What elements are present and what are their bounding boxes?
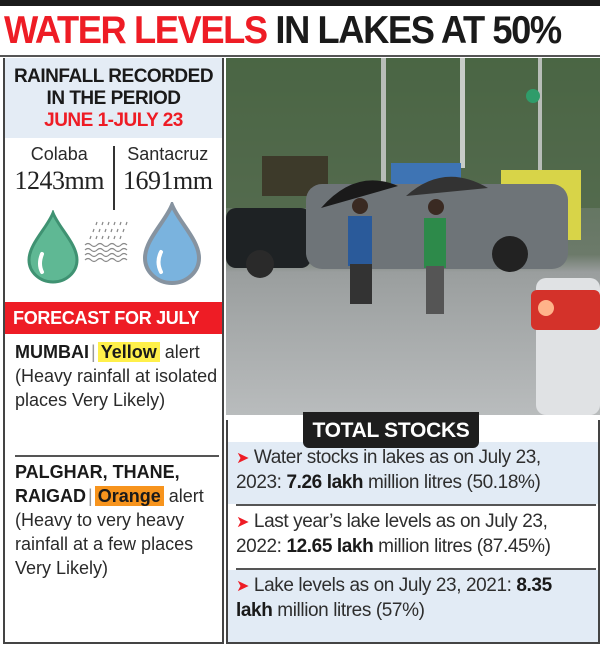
stock-prefix: Last year’s lake levels as on July 23, 2…	[236, 511, 548, 557]
stock-item-2021: ➤ Lake levels as on July 23, 2021: 8.35 …	[228, 570, 598, 642]
headline-red: WATER LEVELS	[4, 9, 268, 52]
stock-suffix: million litres (57%)	[272, 600, 425, 621]
forecast-description: alert (Heavy rainfall at isolated places…	[15, 342, 218, 410]
rainfall-title-1: RAINFALL RECORDED	[13, 66, 214, 87]
station-divider	[113, 146, 115, 210]
alert-badge-orange: Orange	[94, 486, 164, 506]
rain-photo	[226, 58, 600, 415]
stock-prefix: Water stocks in lakes as on July 23, 202…	[236, 447, 541, 493]
stock-prefix: Lake levels as on July 23, 2021:	[253, 575, 517, 596]
forecast-description: alert (Heavy to very heavy rainfall at a…	[15, 486, 204, 578]
forecast-item-mumbai: MUMBAI | Yellow alert (Heavy rainfall at i…	[15, 340, 220, 412]
rain-waves-icon	[84, 221, 128, 263]
station-value: 1691mm	[123, 166, 213, 195]
stock-value: 8.35 lakh	[236, 575, 552, 621]
total-stocks-title: TOTAL STOCKS	[303, 412, 479, 448]
stock-value: 7.26 lakh	[286, 472, 364, 493]
separator: |	[91, 342, 96, 362]
water-drop-green-icon	[27, 210, 79, 284]
rainfall-period: JUNE 1-JULY 23	[44, 110, 183, 131]
headline-rule	[0, 55, 600, 57]
station-value: 1243mm	[14, 166, 105, 195]
station-name: Colaba	[30, 144, 88, 164]
total-stocks-panel: ➤ Water stocks in lakes as on July 23, 2…	[226, 412, 600, 644]
forecast-region: MUMBAI	[15, 342, 89, 362]
headline: WATER LEVELS IN LAKES AT 50%	[4, 9, 562, 53]
stock-divider	[236, 504, 596, 506]
alert-badge-yellow: Yellow	[97, 342, 160, 362]
station-santacruz: Santacruz 1691mm	[114, 142, 223, 206]
top-rule	[0, 0, 600, 6]
station-colaba: Colaba 1243mm	[5, 142, 114, 206]
arrow-right-icon: ➤	[236, 450, 250, 467]
water-drop-blue-icon	[142, 202, 202, 285]
stock-item-2023: ➤ Water stocks in lakes as on July 23, 2…	[228, 442, 598, 504]
stations: Colaba 1243mm Santacruz 1691mm	[5, 142, 223, 210]
arrow-right-icon: ➤	[236, 514, 250, 531]
stock-item-2022: ➤ Last year’s lake levels as on July 23,…	[228, 506, 598, 568]
icons-row	[5, 202, 222, 288]
stock-suffix: million litres (87.45%)	[373, 536, 551, 557]
left-panel: RAINFALL RECORDED IN THE PERIOD JUNE 1-J…	[3, 58, 224, 644]
separator: |	[88, 486, 93, 506]
rainfall-header: RAINFALL RECORDED IN THE PERIOD JUNE 1-J…	[5, 58, 222, 138]
rainfall-title-2: IN THE PERIOD	[46, 88, 181, 109]
photo-illustration	[226, 58, 600, 415]
stock-suffix: million litres (50.18%)	[363, 472, 541, 493]
stock-value: 12.65 lakh	[286, 536, 374, 557]
station-name: Santacruz	[127, 144, 209, 164]
headline-black: IN LAKES AT 50%	[275, 9, 562, 52]
stock-divider	[236, 568, 596, 570]
arrow-right-icon: ➤	[236, 578, 250, 595]
forecast-divider	[15, 455, 219, 457]
forecast-region: PALGHAR, THANE, RAIGAD	[15, 462, 180, 506]
forecast-item-palghar: PALGHAR, THANE, RAIGAD | Orange alert (Hea…	[15, 460, 220, 580]
forecast-title: FORECAST FOR JULY 24	[5, 302, 222, 360]
